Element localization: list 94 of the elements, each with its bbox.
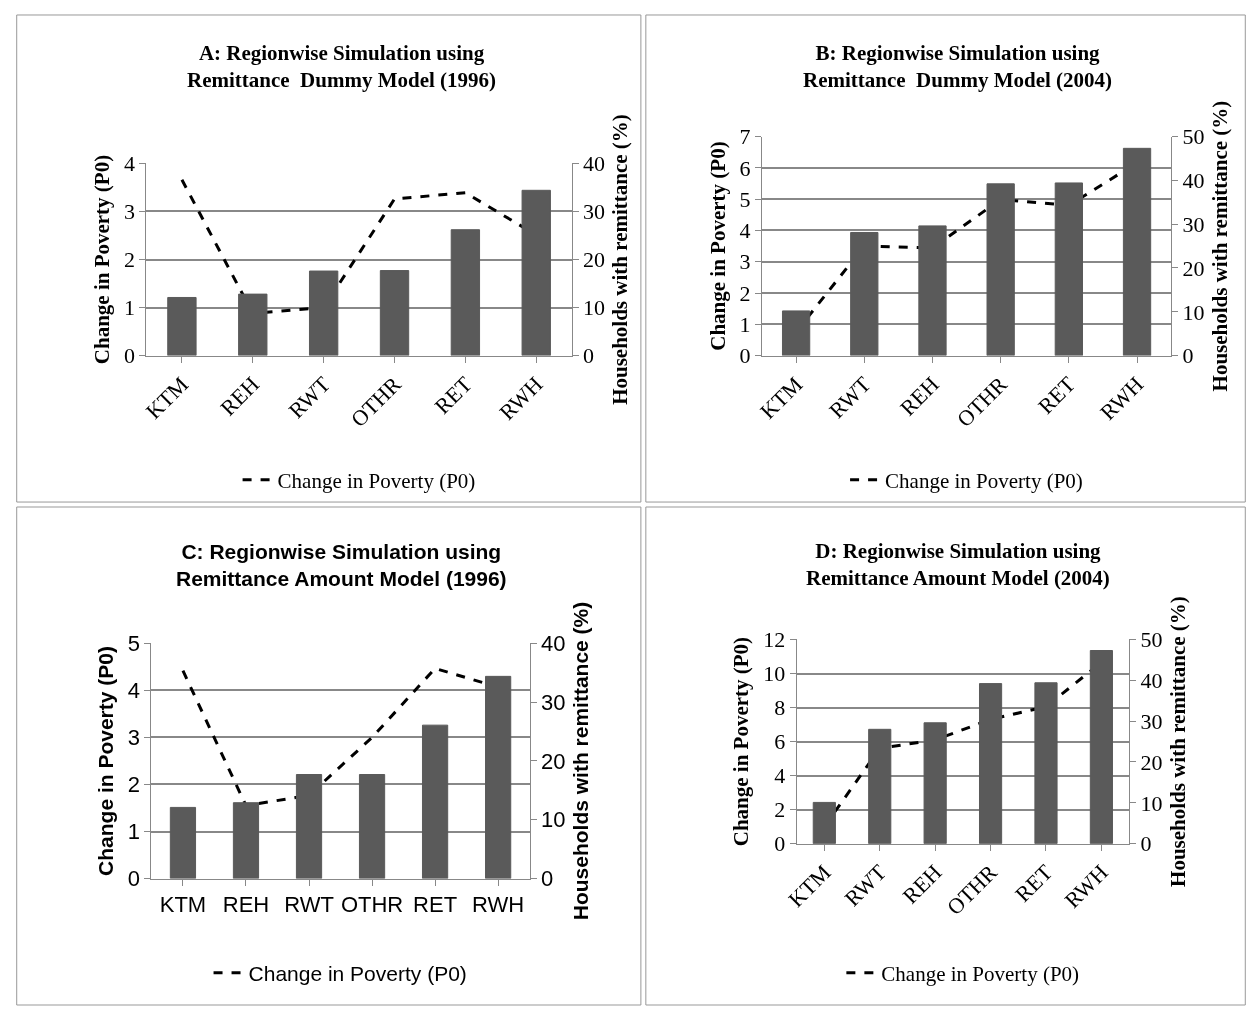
chart-title: A: Regionwise Simulation using Remittance Dummy Model (1996)	[187, 41, 497, 93]
bar	[812, 801, 836, 844]
bar	[521, 189, 551, 356]
chart-title: D: Regionwise Simulation using Remittance Amount Model (2004)	[806, 539, 1110, 591]
y2-tick-label: 10	[583, 295, 606, 321]
y2-tick-label: 50	[1182, 124, 1205, 150]
y2-tick-label: 30	[1182, 211, 1205, 237]
legend-label: Change in Poverty (P0)	[277, 468, 476, 493]
y-tick-label: 6	[774, 729, 786, 755]
y2-tick-label: 30	[541, 689, 566, 715]
y2-tick-label: 10	[1140, 790, 1163, 816]
y-tick-label: 1	[127, 819, 141, 845]
y-tick-label: 2	[774, 797, 786, 823]
y-tick-label: 0	[774, 831, 786, 857]
chart-title: B: Regionwise Simulation using Remittance Dummy Model (2004)	[803, 41, 1113, 93]
y-tick-label: 3	[124, 199, 136, 225]
bar	[1122, 147, 1152, 356]
chart-title: C: Regionwise Simulation using Remittance Amount Model (1996)	[176, 540, 507, 591]
y-axis-title: Change in Poverty (P0)	[90, 154, 115, 365]
y2-tick-label: 50	[1140, 627, 1163, 653]
y2-axis-title: Households with remittance (%)	[1165, 596, 1190, 887]
y-tick-label: 1	[124, 295, 136, 321]
legend-label: Change in Poverty (P0)	[881, 961, 1080, 986]
y2-tick-label: 0	[1182, 343, 1194, 369]
y-tick-label: 10	[763, 661, 786, 687]
legend-label: Change in Poverty (P0)	[885, 468, 1083, 493]
y-tick-label: 3	[127, 725, 141, 751]
y-tick-label: 6	[739, 155, 751, 181]
bar	[918, 225, 947, 356]
y-tick-label: 0	[739, 343, 751, 369]
y-tick-label: 1	[739, 312, 751, 338]
x-tick-label: KTM	[159, 891, 207, 917]
y-axis-title: Change in Poverty (P0)	[705, 141, 730, 351]
y2-tick-label: 30	[583, 199, 606, 225]
y-axis-title: Change in Poverty (P0)	[729, 636, 754, 847]
y2-tick-label: 0	[541, 866, 554, 892]
y2-tick-label: 20	[541, 748, 566, 774]
bar	[485, 675, 512, 879]
x-tick-label: RWH	[472, 891, 525, 917]
bar	[167, 296, 197, 356]
y-tick-label: 8	[774, 695, 786, 721]
y-axis-title: Change in Poverty (P0)	[93, 646, 117, 876]
bar	[169, 806, 197, 879]
bar	[923, 722, 947, 844]
y-tick-label: 5	[127, 631, 141, 657]
y2-axis-title: Households with remittance (%)	[568, 601, 592, 921]
y2-tick-label: 40	[1140, 668, 1163, 694]
y2-tick-label: 0	[583, 343, 595, 369]
x-tick-label: OTHR	[340, 891, 404, 917]
legend-label: Change in Poverty (P0)	[248, 961, 467, 985]
y-tick-label: 0	[124, 343, 136, 369]
y2-axis-title: Households with remittance (%)	[608, 114, 633, 405]
y-tick-label: 2	[127, 772, 141, 798]
bar	[421, 724, 449, 879]
y-tick-label: 3	[739, 249, 751, 275]
y-tick-label: 12	[763, 627, 786, 653]
y2-axis-title: Households with remittance (%)	[1207, 100, 1232, 392]
y-tick-label: 4	[127, 678, 141, 704]
y2-tick-label: 40	[1182, 168, 1205, 194]
bar	[238, 293, 268, 356]
y-tick-label: 7	[739, 124, 751, 150]
y2-tick-label: 40	[583, 151, 606, 177]
bar	[379, 270, 410, 356]
y-tick-label: 2	[124, 247, 136, 273]
bar	[850, 231, 879, 356]
bar	[295, 774, 323, 879]
y2-tick-label: 20	[1140, 749, 1163, 775]
y-tick-label: 4	[774, 763, 786, 789]
bar	[1054, 182, 1083, 356]
y2-tick-label: 10	[541, 807, 566, 833]
y-tick-label: 5	[739, 186, 751, 212]
bar	[450, 229, 481, 356]
y-tick-label: 4	[739, 218, 751, 244]
bar	[1089, 650, 1113, 844]
y2-tick-label: 30	[1140, 708, 1163, 734]
bar	[358, 774, 386, 879]
y2-tick-label: 20	[583, 247, 606, 273]
y-tick-label: 2	[739, 280, 751, 306]
y2-tick-label: 10	[1182, 299, 1205, 325]
bar	[781, 310, 811, 356]
bar	[986, 183, 1015, 356]
y2-tick-label: 20	[1182, 255, 1205, 281]
bar	[978, 683, 1003, 844]
x-tick-label: REH	[222, 891, 270, 917]
x-tick-label: RWT	[284, 891, 334, 917]
bar	[868, 728, 892, 844]
x-tick-label: RET	[413, 891, 458, 917]
y-tick-label: 0	[127, 866, 141, 892]
y-tick-label: 4	[124, 151, 136, 177]
bar	[1034, 682, 1058, 844]
y2-tick-label: 40	[541, 631, 566, 657]
bar	[308, 270, 339, 356]
bar	[232, 802, 260, 879]
y2-tick-label: 0	[1140, 831, 1152, 857]
